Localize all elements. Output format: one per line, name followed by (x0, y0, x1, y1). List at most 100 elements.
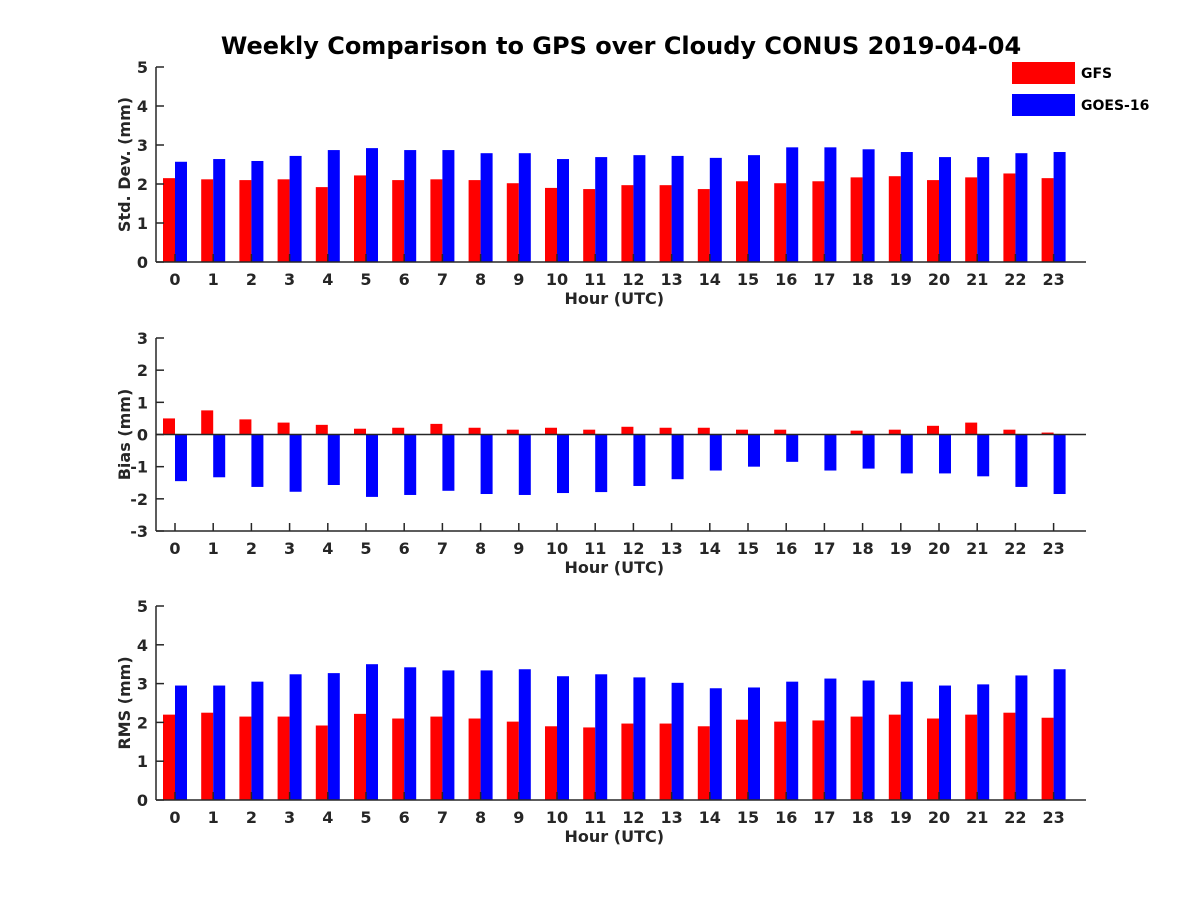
bar-gfs-hour-6 (392, 427, 405, 435)
bar-goes16-hour-13 (671, 434, 684, 480)
x-tick-label: 14 (699, 270, 721, 289)
bar-gfs-hour-22 (1003, 173, 1016, 262)
x-tick-label: 18 (851, 270, 873, 289)
bar-goes16-hour-13 (671, 682, 684, 800)
bar-gfs-hour-8 (468, 180, 481, 262)
bar-goes16-hour-17 (824, 434, 837, 471)
bar-goes16-hour-2 (251, 681, 264, 800)
bar-goes16-hour-8 (480, 153, 493, 262)
x-tick-label: 0 (169, 808, 180, 827)
bar-gfs-hour-6 (392, 180, 405, 262)
x-tick-label: 9 (513, 270, 524, 289)
bar-gfs-hour-23 (1041, 717, 1054, 800)
bar-gfs-hour-15 (736, 429, 748, 435)
bar-gfs-hour-21 (965, 177, 978, 262)
x-tick-label: 12 (622, 270, 644, 289)
x-tick-label: 13 (660, 808, 682, 827)
x-tick-label: 15 (737, 539, 759, 558)
bar-gfs-hour-5 (354, 175, 366, 262)
bar-goes16-hour-13 (671, 155, 684, 262)
bar-gfs-hour-16 (774, 721, 787, 800)
x-tick-label: 16 (775, 539, 797, 558)
x-tick-label: 5 (360, 539, 371, 558)
x-tick-label: 15 (737, 270, 759, 289)
x-tick-label: 10 (546, 539, 568, 558)
x-tick-label: 4 (322, 808, 333, 827)
bar-gfs-hour-22 (1003, 712, 1016, 800)
bar-goes16-hour-21 (977, 434, 990, 477)
legend-swatch-gfs (1012, 62, 1075, 84)
x-tick-label: 9 (513, 808, 524, 827)
bar-gfs-hour-1 (201, 712, 214, 800)
bar-gfs-hour-22 (1003, 429, 1016, 435)
y-tick-label: 4 (137, 97, 148, 116)
x-tick-label: 11 (584, 270, 606, 289)
bar-gfs-hour-1 (201, 410, 214, 435)
bar-gfs-hour-0 (163, 418, 175, 435)
bar-goes16-hour-21 (977, 684, 990, 800)
bar-gfs-hour-21 (965, 422, 978, 435)
bar-goes16-hour-6 (404, 434, 417, 495)
x-tick-label: 23 (1042, 270, 1064, 289)
bar-goes16-hour-15 (748, 155, 760, 262)
bar-gfs-hour-7 (430, 179, 443, 262)
bar-gfs-hour-12 (621, 426, 634, 435)
bar-gfs-hour-7 (430, 423, 443, 435)
y-tick-label: 2 (137, 175, 148, 194)
y-tick-label: 1 (137, 393, 148, 412)
x-tick-label: 17 (813, 539, 835, 558)
y-axis-label: Std. Dev. (mm) (115, 97, 134, 232)
bar-goes16-hour-22 (1015, 675, 1028, 800)
bar-gfs-hour-11 (583, 727, 596, 800)
x-tick-label: 15 (737, 808, 759, 827)
x-tick-label: 0 (169, 270, 180, 289)
bar-goes16-hour-9 (518, 669, 531, 800)
y-tick-label: 3 (137, 136, 148, 155)
bar-gfs-hour-23 (1041, 432, 1054, 435)
x-tick-label: 12 (622, 539, 644, 558)
legend: GFS GOES-16 (1012, 62, 1149, 116)
x-tick-label: 18 (851, 539, 873, 558)
bar-goes16-hour-4 (327, 673, 340, 800)
bar-goes16-hour-12 (633, 155, 646, 262)
bar-gfs-hour-14 (697, 189, 710, 262)
x-tick-label: 6 (399, 270, 410, 289)
x-tick-label: 16 (775, 808, 797, 827)
bar-goes16-hour-12 (633, 677, 646, 800)
bar-goes16-hour-8 (480, 670, 493, 800)
bar-gfs-hour-2 (239, 180, 252, 262)
x-axis-label: Hour (UTC) (565, 558, 665, 577)
bar-gfs-hour-3 (277, 422, 290, 435)
bar-gfs-hour-2 (239, 716, 252, 800)
x-tick-label: 6 (399, 539, 410, 558)
bar-gfs-hour-18 (850, 430, 863, 435)
y-tick-label: -2 (130, 490, 148, 509)
bar-gfs-hour-13 (659, 427, 672, 435)
x-tick-label: 23 (1042, 539, 1064, 558)
x-tick-label: 4 (322, 539, 333, 558)
legend-swatch-goes16 (1012, 94, 1075, 116)
bar-gfs-hour-1 (201, 179, 214, 262)
bar-gfs-hour-11 (583, 429, 596, 435)
y-tick-label: 5 (137, 597, 148, 616)
bar-goes16-hour-10 (557, 434, 569, 494)
y-tick-label: -1 (130, 458, 148, 477)
x-tick-label: 13 (660, 539, 682, 558)
x-tick-label: 1 (208, 270, 219, 289)
bar-goes16-hour-21 (977, 157, 990, 262)
x-tick-label: 20 (928, 270, 950, 289)
bar-goes16-hour-4 (327, 150, 340, 262)
bar-goes16-hour-7 (442, 670, 455, 800)
y-tick-label: 0 (137, 253, 148, 272)
x-tick-label: 7 (437, 270, 448, 289)
bar-goes16-hour-18 (862, 680, 875, 800)
legend-label-gfs: GFS (1081, 66, 1112, 82)
bar-goes16-hour-2 (251, 160, 264, 262)
x-tick-label: 16 (775, 270, 797, 289)
y-tick-label: 3 (137, 329, 148, 348)
y-tick-label: 2 (137, 713, 148, 732)
bar-gfs-hour-12 (621, 723, 634, 800)
x-axis-label: Hour (UTC) (565, 289, 665, 308)
bar-goes16-hour-9 (518, 434, 531, 495)
x-tick-label: 11 (584, 539, 606, 558)
